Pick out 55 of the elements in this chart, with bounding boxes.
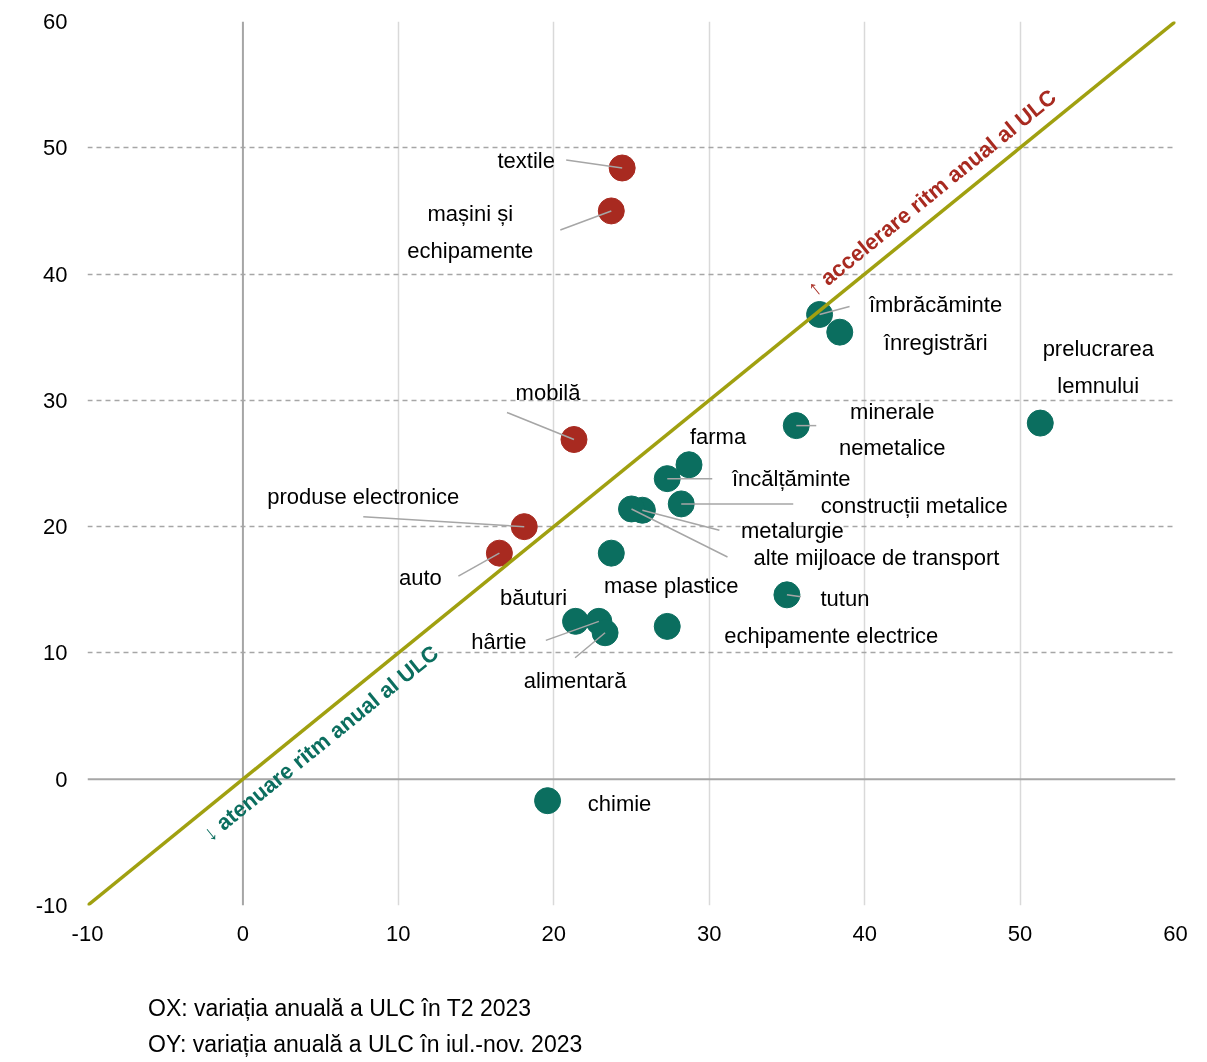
annotation: chimie <box>587 791 652 817</box>
point <box>485 539 513 567</box>
annotation: metalurgie <box>741 517 844 543</box>
x-tick-label: 20 <box>541 920 567 946</box>
annotation: tutun <box>820 586 870 612</box>
y-tick-label: 10 <box>43 640 68 666</box>
text: OX: variația anuală a ULC în T2 2023 <box>148 995 532 1021</box>
annotation: echipamente electrice <box>724 622 939 648</box>
point <box>510 513 538 541</box>
x-tick-label: -10 <box>71 920 104 946</box>
y-tick-label: 50 <box>43 135 68 161</box>
point <box>826 318 854 346</box>
text: OY: variația anuală a ULC în iul.-nov. 2023 <box>148 1031 583 1057</box>
annotation: îmbrăcăminte <box>867 291 1003 317</box>
y-tick-label: 0 <box>55 766 68 792</box>
annotation: alte mijloace de transport <box>753 545 1000 571</box>
y-tick-label: 20 <box>43 514 68 540</box>
point <box>591 619 619 647</box>
annotation: alimentară <box>523 668 628 694</box>
annotation: auto <box>398 564 442 590</box>
point <box>653 465 681 493</box>
annotation: mobilă <box>515 380 582 406</box>
point <box>667 490 695 518</box>
point <box>597 539 625 567</box>
x-tick-label: 30 <box>696 920 722 946</box>
annotation: băuturi <box>499 584 568 610</box>
y-tick-label: -10 <box>35 893 68 918</box>
annotation: mașini și echipamente <box>407 201 534 263</box>
point <box>782 412 810 440</box>
y-tick-label: 60 <box>43 9 68 34</box>
annotation: hârtie <box>471 628 527 654</box>
point <box>773 581 801 609</box>
point <box>597 197 625 225</box>
annotation: înregistrări <box>882 329 988 355</box>
annotation: prelucrarea lemnului <box>1042 336 1155 398</box>
x-tick-label: 10 <box>386 920 411 946</box>
point <box>675 451 703 479</box>
annotation: construcții metalice <box>820 493 1008 519</box>
x-tick-label: 50 <box>1007 920 1033 946</box>
annotation: produse electronice <box>267 484 460 510</box>
annotation: încălțăminte <box>730 466 851 492</box>
point <box>560 426 588 453</box>
x-tick-label: 40 <box>852 920 877 946</box>
x-tick-label: 60 <box>1163 920 1188 946</box>
annotation: textile <box>497 148 555 174</box>
point <box>1026 409 1054 437</box>
annotation: minerale nemetalice <box>839 398 946 461</box>
point <box>608 154 636 182</box>
y-tick-label: 30 <box>43 387 68 413</box>
annotation: mase plastice <box>604 572 739 598</box>
point <box>653 612 681 640</box>
point <box>534 787 562 815</box>
annotation: farma <box>689 424 747 450</box>
x-tick-label: 0 <box>236 920 250 946</box>
y-tick-label: 40 <box>43 261 68 287</box>
